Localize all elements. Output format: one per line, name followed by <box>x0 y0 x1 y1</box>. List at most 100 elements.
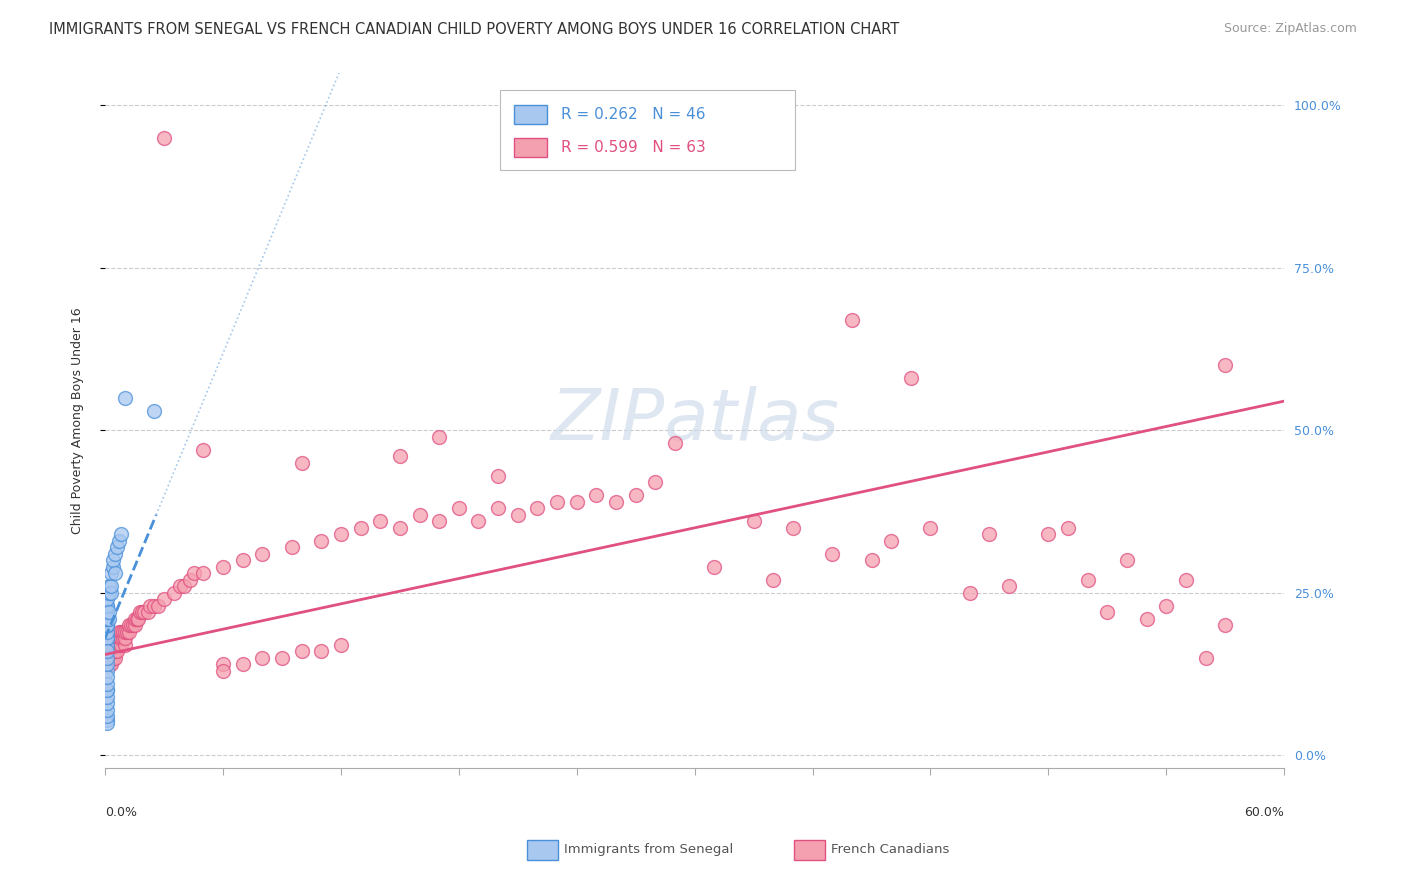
Point <box>281 541 304 555</box>
Point <box>329 527 352 541</box>
Point <box>644 475 666 490</box>
Point <box>96 644 118 658</box>
Point <box>101 553 124 567</box>
Point <box>271 650 294 665</box>
Point <box>1174 573 1197 587</box>
FancyBboxPatch shape <box>501 90 794 170</box>
Point <box>1213 618 1236 632</box>
Point <box>163 586 186 600</box>
Point <box>96 650 118 665</box>
Point <box>408 508 430 522</box>
Point <box>100 632 122 646</box>
Point <box>427 430 450 444</box>
Text: R = 0.599   N = 63: R = 0.599 N = 63 <box>561 140 706 155</box>
Point <box>100 644 122 658</box>
Point <box>100 657 122 672</box>
Point <box>96 618 118 632</box>
Text: French Canadians: French Canadians <box>831 843 949 855</box>
Point <box>368 514 391 528</box>
Point <box>959 586 981 600</box>
Point <box>101 638 124 652</box>
Point <box>104 632 127 646</box>
Point <box>96 632 118 646</box>
Point <box>96 650 118 665</box>
Point <box>110 624 132 639</box>
FancyBboxPatch shape <box>515 105 547 124</box>
Point <box>96 713 118 727</box>
Point <box>183 566 205 581</box>
Point <box>309 533 332 548</box>
Point <box>104 566 127 581</box>
Point <box>96 638 118 652</box>
Point <box>134 605 156 619</box>
Point <box>1213 359 1236 373</box>
Point <box>900 371 922 385</box>
Point <box>96 605 118 619</box>
Point <box>782 521 804 535</box>
Point <box>129 605 152 619</box>
Point <box>821 547 844 561</box>
Point <box>100 566 122 581</box>
Point <box>1038 527 1060 541</box>
Point <box>96 612 118 626</box>
Point <box>108 624 131 639</box>
Point <box>96 638 118 652</box>
Point <box>232 553 254 567</box>
Point <box>139 599 162 613</box>
Point <box>173 579 195 593</box>
Point <box>118 618 141 632</box>
Point <box>1097 605 1119 619</box>
Point <box>96 703 118 717</box>
Point <box>98 632 121 646</box>
Point <box>1156 599 1178 613</box>
Point <box>153 131 176 145</box>
Point <box>114 391 136 405</box>
Point <box>96 715 118 730</box>
Point <box>153 592 176 607</box>
Point <box>101 650 124 665</box>
Point <box>100 650 122 665</box>
Point <box>111 624 134 639</box>
Point <box>841 313 863 327</box>
Point <box>98 657 121 672</box>
Point <box>96 683 118 698</box>
Y-axis label: Child Poverty Among Boys Under 16: Child Poverty Among Boys Under 16 <box>72 308 84 534</box>
Point <box>110 638 132 652</box>
Point <box>703 559 725 574</box>
Point <box>96 709 118 723</box>
Point <box>212 657 235 672</box>
Point <box>104 650 127 665</box>
Point <box>96 644 118 658</box>
Point <box>98 605 121 619</box>
Point <box>309 644 332 658</box>
Point <box>193 442 215 457</box>
Text: R = 0.262   N = 46: R = 0.262 N = 46 <box>561 107 706 122</box>
Point <box>105 638 128 652</box>
Point <box>291 456 314 470</box>
Point <box>118 624 141 639</box>
Point <box>605 495 627 509</box>
Point <box>96 664 118 678</box>
Point <box>100 586 122 600</box>
Point <box>114 632 136 646</box>
Point <box>486 468 509 483</box>
Point <box>96 612 118 626</box>
Point <box>143 404 166 418</box>
Point <box>565 495 588 509</box>
Text: ZIPatlas: ZIPatlas <box>550 386 839 455</box>
Point <box>96 599 118 613</box>
Point <box>252 547 274 561</box>
Point <box>1136 612 1159 626</box>
Point <box>96 612 118 626</box>
Point <box>860 553 883 567</box>
Point <box>96 677 118 691</box>
Point <box>105 541 128 555</box>
Point <box>252 650 274 665</box>
Text: IMMIGRANTS FROM SENEGAL VS FRENCH CANADIAN CHILD POVERTY AMONG BOYS UNDER 16 COR: IMMIGRANTS FROM SENEGAL VS FRENCH CANADI… <box>49 22 900 37</box>
Point <box>98 612 121 626</box>
Point <box>506 508 529 522</box>
Point <box>124 618 146 632</box>
Point <box>585 488 607 502</box>
Point <box>1077 573 1099 587</box>
Point <box>115 624 138 639</box>
